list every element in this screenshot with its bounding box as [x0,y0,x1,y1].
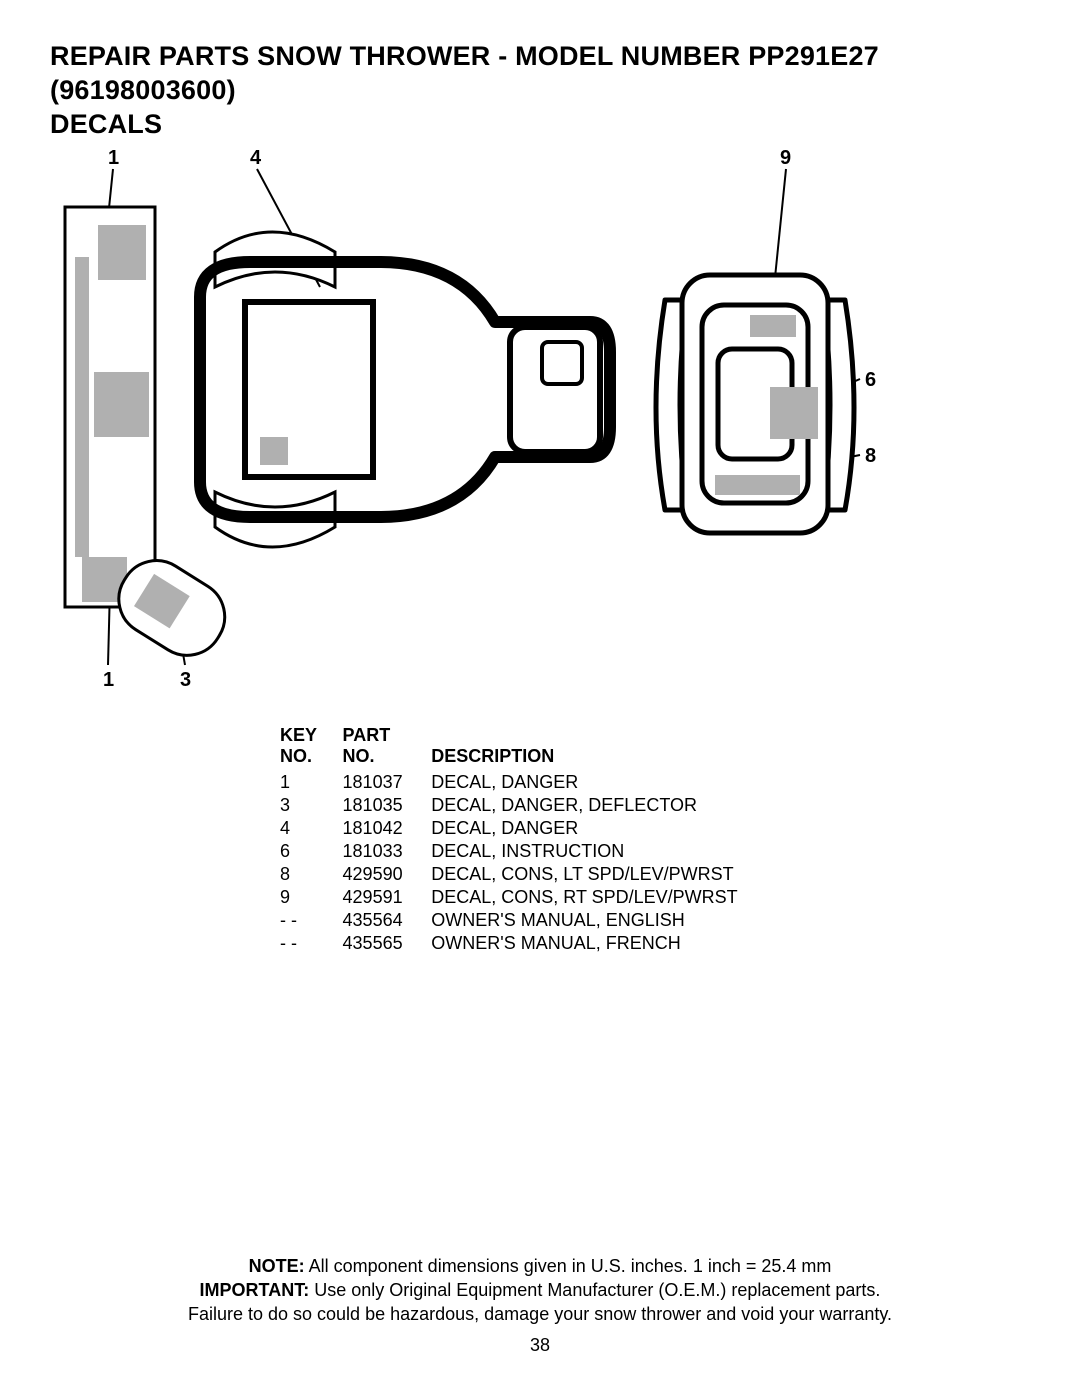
page-footer: NOTE: All component dimensions given in … [0,1254,1080,1357]
table-row: 3181035DECAL, DANGER, DEFLECTOR [280,794,800,817]
title-line1: REPAIR PARTS SNOW THROWER - MODEL NUMBER… [50,41,879,105]
page-title: REPAIR PARTS SNOW THROWER - MODEL NUMBER… [50,40,1030,141]
callout-8: 8 [865,445,876,468]
callout-1-bot: 1 [103,669,114,692]
callout-3: 3 [180,669,191,692]
table-row: 6181033DECAL, INSTRUCTION [280,840,800,863]
callout-1-top: 1 [108,147,119,170]
footer-important: IMPORTANT: Use only Original Equipment M… [60,1278,1020,1302]
callout-9: 9 [780,147,791,170]
table-row: - -435565OWNER'S MANUAL, FRENCH [280,932,800,955]
footer-line3: Failure to do so could be hazardous, dam… [60,1302,1020,1326]
table-row: 9429591DECAL, CONS, RT SPD/LEV/PWRST [280,886,800,909]
col-desc: DESCRIPTION [431,725,800,770]
decals-diagram: 1 4 9 6 8 1 3 [50,147,1030,707]
footer-note: NOTE: All component dimensions given in … [60,1254,1020,1278]
callout-4: 4 [250,147,261,170]
parts-tbody: 1181037DECAL, DANGER 3181035DECAL, DANGE… [280,771,800,955]
diagram-svg [50,147,890,692]
table-row: - -435564OWNER'S MANUAL, ENGLISH [280,909,800,932]
parts-table: KEYNO. PARTNO. DESCRIPTION 1181037DECAL,… [280,725,800,954]
col-key: KEYNO. [280,725,343,770]
table-row: 4181042DECAL, DANGER [280,817,800,840]
table-row: 8429590DECAL, CONS, LT SPD/LEV/PWRST [280,863,800,886]
callout-6: 6 [865,369,876,392]
page-number: 38 [60,1333,1020,1357]
title-line2: DECALS [50,109,162,139]
table-row: 1181037DECAL, DANGER [280,771,800,794]
col-part: PARTNO. [343,725,432,770]
